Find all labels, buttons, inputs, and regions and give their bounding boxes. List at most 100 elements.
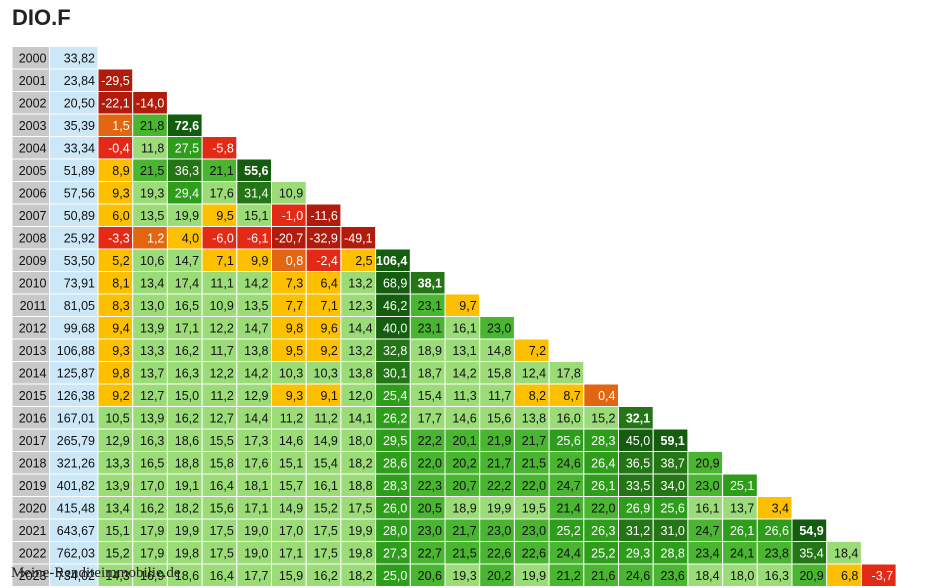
price-label: 126,38 <box>57 389 95 403</box>
return-value-label: 13,9 <box>140 411 164 425</box>
return-value-label: 13,3 <box>140 344 164 358</box>
price-label: 20,50 <box>64 96 95 110</box>
return-value-label: 16,3 <box>140 434 164 448</box>
return-value-label: 14,2 <box>244 366 268 380</box>
return-value-label: 19,9 <box>175 209 199 223</box>
return-value-label: 7,7 <box>286 299 303 313</box>
price-label: 81,05 <box>64 299 95 313</box>
return-value-label: 23,0 <box>487 321 511 335</box>
return-value-label: 17,0 <box>140 479 164 493</box>
return-value-label: 21,7 <box>522 434 546 448</box>
price-label: 321,26 <box>57 456 95 470</box>
return-value-label: 19,0 <box>244 546 268 560</box>
return-value-label: 14,4 <box>348 321 372 335</box>
return-value-label: 11,2 <box>314 411 337 425</box>
return-value-label: 15,2 <box>591 411 615 425</box>
return-value-label: 16,3 <box>765 569 789 583</box>
return-value-label: 26,1 <box>591 479 615 493</box>
price-label: 167,01 <box>57 411 95 425</box>
year-label: 2003 <box>19 119 47 133</box>
return-value-label: 21,2 <box>556 569 580 583</box>
return-value-label: 40,0 <box>383 321 407 335</box>
return-value-label: -6,0 <box>212 231 234 245</box>
return-value-label: 14,1 <box>348 411 372 425</box>
return-value-label: 31,2 <box>626 524 650 538</box>
return-value-label: 17,3 <box>244 434 268 448</box>
return-value-label: 15,7 <box>279 479 303 493</box>
return-value-label: 8,2 <box>529 389 546 403</box>
return-value-label: 16,5 <box>175 299 199 313</box>
return-value-label: 54,9 <box>799 524 823 538</box>
return-value-label: 19,5 <box>522 501 546 515</box>
return-value-label: 28,3 <box>591 434 615 448</box>
return-value-label: 31,4 <box>244 186 268 200</box>
price-label: 99,68 <box>64 321 95 335</box>
return-value-label: 18,2 <box>175 501 199 515</box>
return-value-label: 15,8 <box>209 456 233 470</box>
return-value-label: 22,6 <box>522 546 546 560</box>
return-value-label: 28,8 <box>661 546 685 560</box>
return-value-label: 20,5 <box>418 501 442 515</box>
return-value-label: -2,4 <box>316 254 338 268</box>
return-value-label: 14,8 <box>487 344 511 358</box>
return-value-label: 15,8 <box>487 366 511 380</box>
return-value-label: 11,1 <box>210 276 233 290</box>
return-value-label: -20,7 <box>275 231 304 245</box>
return-value-label: 20,2 <box>452 456 476 470</box>
return-value-label: 21,1 <box>209 164 233 178</box>
return-value-label: 21,7 <box>487 456 511 470</box>
return-value-label: 7,1 <box>321 299 338 313</box>
return-value-label: 26,2 <box>383 411 407 425</box>
return-value-label: 15,4 <box>314 456 338 470</box>
return-value-label: 22,6 <box>487 546 511 560</box>
return-value-label: 16,2 <box>314 569 338 583</box>
return-value-label: 22,2 <box>487 479 511 493</box>
year-label: 2007 <box>19 209 47 223</box>
return-value-label: 26,1 <box>730 524 754 538</box>
return-value-label: 19,9 <box>522 569 546 583</box>
return-value-label: 21,5 <box>452 546 476 560</box>
return-value-label: 22,3 <box>418 479 442 493</box>
year-label: 2016 <box>19 411 47 425</box>
return-value-label: 12,7 <box>140 389 164 403</box>
price-label: 33,82 <box>64 51 95 65</box>
return-value-label: 13,9 <box>140 321 164 335</box>
price-label: 25,92 <box>64 231 95 245</box>
return-value-label: 23,8 <box>765 546 789 560</box>
return-value-label: 12,7 <box>209 411 233 425</box>
return-value-label: 16,4 <box>209 569 233 583</box>
return-value-label: 14,9 <box>279 501 303 515</box>
year-label: 2011 <box>20 299 47 313</box>
return-value-label: 24,7 <box>695 524 719 538</box>
return-value-label: 10,5 <box>105 411 129 425</box>
return-value-label: 17,0 <box>279 524 303 538</box>
return-value-label: 5,2 <box>112 254 129 268</box>
return-value-label: 1,5 <box>112 119 129 133</box>
return-value-label: -11,6 <box>310 209 338 223</box>
return-value-label: 25,0 <box>383 569 407 583</box>
return-value-label: 6,8 <box>841 569 858 583</box>
return-value-label: 18,7 <box>418 366 442 380</box>
return-value-label: 13,8 <box>244 344 268 358</box>
return-value-label: -22,1 <box>101 96 130 110</box>
year-label: 2001 <box>19 74 47 88</box>
return-value-label: 21,5 <box>140 164 164 178</box>
year-label: 2019 <box>19 479 47 493</box>
return-value-label: 9,4 <box>112 321 129 335</box>
return-value-label: 15,1 <box>279 456 303 470</box>
return-value-label: 15,1 <box>244 209 268 223</box>
return-value-label: 13,8 <box>522 411 546 425</box>
return-value-label: 14,7 <box>244 321 268 335</box>
price-label: 106,88 <box>57 344 95 358</box>
return-value-label: 27,5 <box>175 141 199 155</box>
return-value-label: 30,1 <box>383 366 407 380</box>
return-value-label: 20,6 <box>418 569 442 583</box>
return-value-label: 18,4 <box>834 546 858 560</box>
return-value-label: 16,9 <box>140 569 164 583</box>
return-value-label: 12,9 <box>244 389 268 403</box>
return-value-label: 12,2 <box>209 321 233 335</box>
year-label: 2022 <box>19 546 47 560</box>
return-value-label: 14,2 <box>244 276 268 290</box>
return-value-label: 15,6 <box>487 411 511 425</box>
return-value-label: 21,4 <box>556 501 580 515</box>
